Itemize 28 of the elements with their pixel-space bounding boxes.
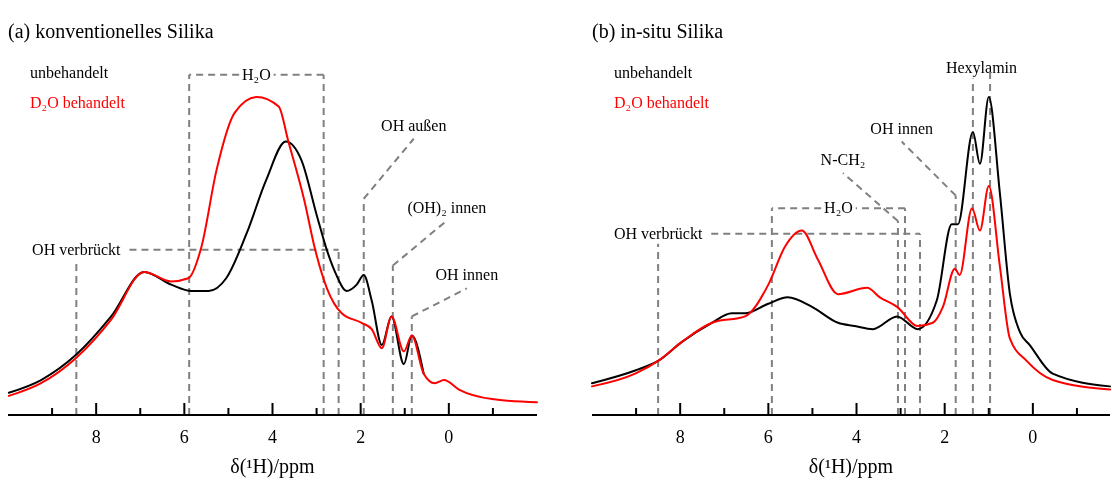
x-tick-label: 6 — [763, 427, 773, 447]
x-tick-label: 0 — [1028, 427, 1038, 447]
ref-line-label: OH innen — [870, 119, 934, 137]
x-axis-title: δ(¹H)/ppm — [230, 455, 316, 478]
x-tick-label: 4 — [852, 427, 862, 447]
ref-line-label: OH innen — [435, 266, 499, 284]
ref-line-label: OH verbrückt — [32, 240, 122, 258]
x-tick-label: 6 — [179, 427, 189, 447]
chart-title: (b) in-situ Silika — [592, 20, 724, 43]
text: D₂O behandelt — [30, 94, 126, 111]
x-tick-label: 8 — [91, 427, 101, 447]
x-tick-label: 2 — [356, 427, 366, 447]
ref-line-label: Hexylamin — [945, 59, 1018, 78]
text: unbehandelt — [614, 64, 693, 81]
ref-line-label: OH außen — [381, 116, 447, 134]
x-tick-label: 0 — [444, 427, 454, 447]
ref-line-label: H₂O — [824, 199, 853, 217]
ref-line-label: N-CH₂ — [820, 151, 866, 169]
x-axis-title: δ(¹H)/ppm — [808, 455, 894, 478]
x-tick-label: 2 — [940, 427, 950, 447]
ref-line-label: H₂O — [242, 65, 271, 83]
ref-line-label: OH verbrückt — [613, 224, 703, 242]
text: D₂O behandelt — [614, 94, 710, 111]
x-tick-label: 8 — [675, 427, 685, 447]
text: unbehandelt — [30, 64, 109, 81]
ref-line-label: (OH)₂ innen — [407, 198, 487, 217]
chart-title: (a) konventionelles Silika — [8, 20, 214, 43]
x-tick-label: 4 — [268, 427, 277, 447]
